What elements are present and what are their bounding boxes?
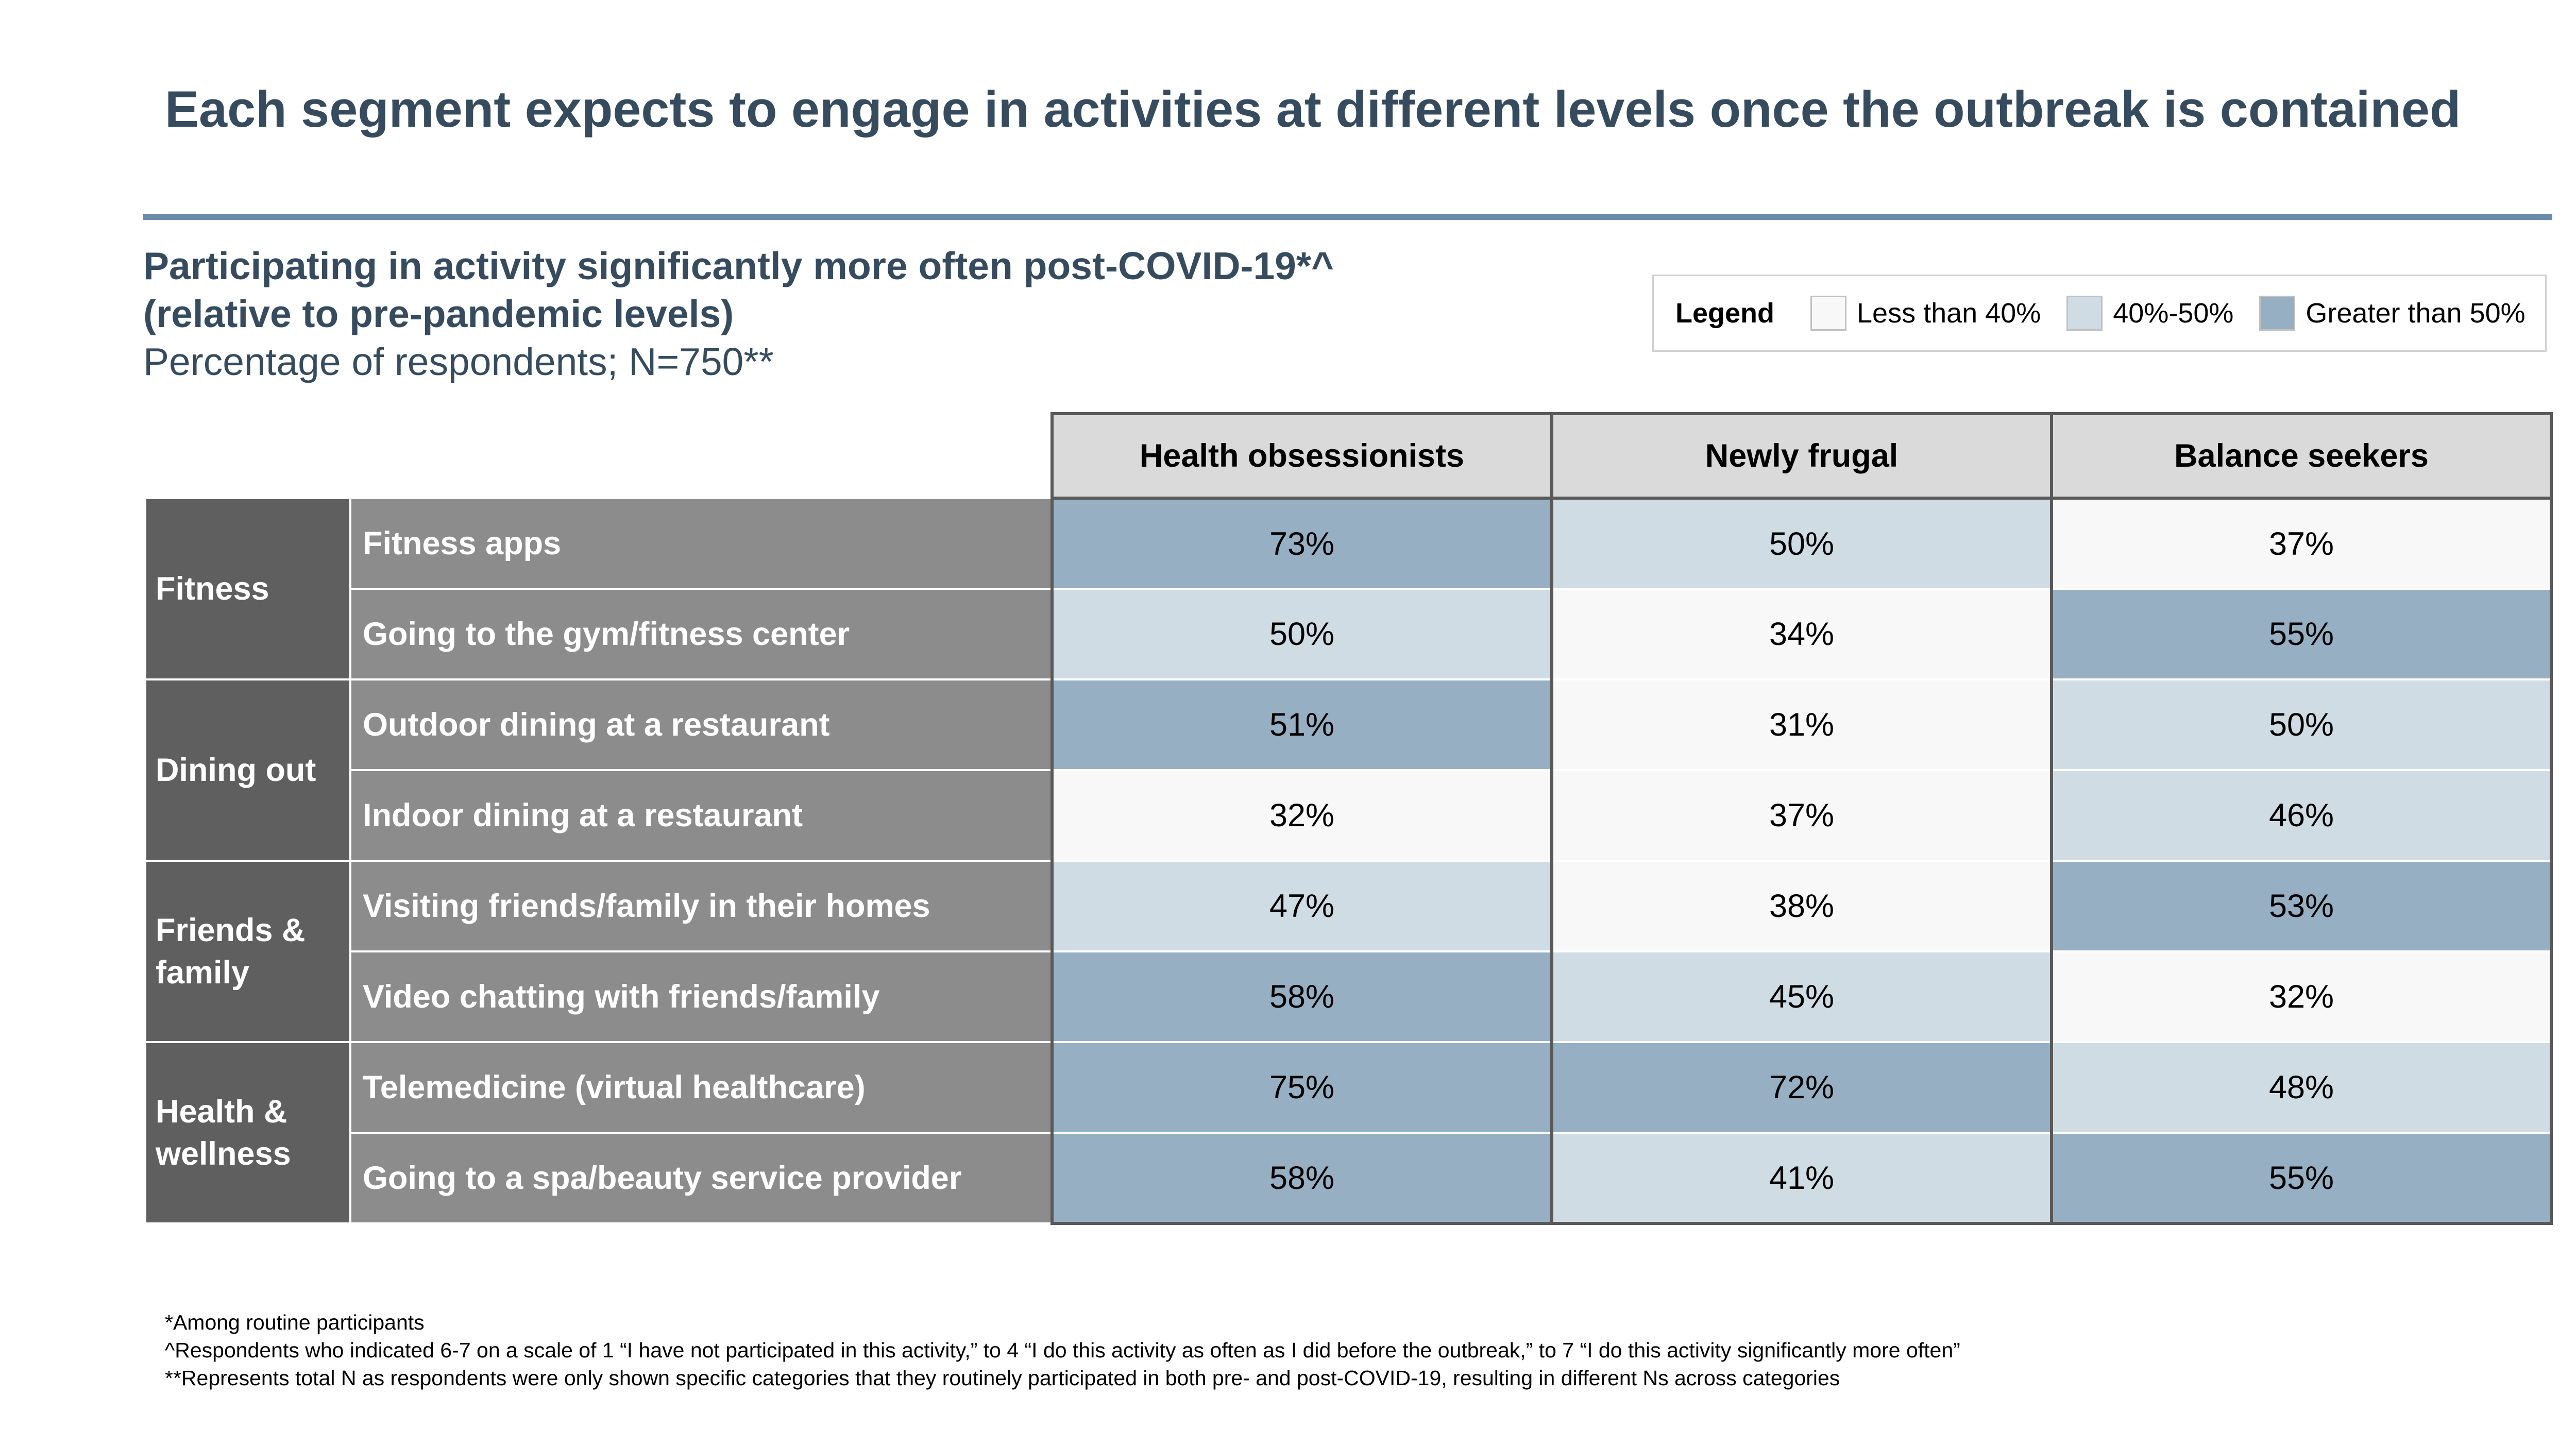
value-cell-balance-seekers: 50% [2050, 678, 2553, 771]
value-cell-balance-seekers: 48% [2050, 1041, 2553, 1134]
column-header-balance-seekers: Balance seekers [2050, 412, 2553, 500]
group-label: Fitness [144, 497, 351, 680]
footnote-2: ^Respondents who indicated 6-7 on a scal… [165, 1338, 1960, 1362]
table-row: Health & wellness Telemedicine (virtual h… [144, 1041, 2553, 1224]
table-row: Dining out Outdoor dining at a restaurant… [144, 678, 2553, 862]
value-cell-health-obsessionists: 50% [1050, 588, 1553, 680]
footnotes: *Among routine participants ^Respondents… [165, 1308, 1960, 1392]
footnote-1: *Among routine participants [165, 1310, 425, 1334]
activity-label: Visiting friends/family in their homes [349, 860, 1053, 952]
subtitle-line-2: (relative to pre-pandemic levels) [143, 292, 734, 335]
value-cell-balance-seekers: 53% [2050, 860, 2553, 952]
activity-label: Fitness apps [349, 497, 1053, 590]
legend-label-high: Greater than 50% [2306, 298, 2526, 329]
value-cell-newly-frugal: 50% [1550, 497, 2053, 590]
table-row: Going to the gym/fitness center 50% 34% 55% [145, 588, 2553, 680]
legend-title: Legend [1675, 298, 1775, 329]
column-header-newly-frugal: Newly frugal [1550, 412, 2053, 500]
value-cell-newly-frugal: 45% [1550, 950, 2053, 1043]
value-cell-balance-seekers: 37% [2050, 497, 2553, 590]
value-cell-health-obsessionists: 51% [1050, 678, 1553, 771]
table-row: Friends & family Visiting friends/family … [144, 860, 2553, 1043]
group-label: Health & wellness [144, 1041, 351, 1224]
group-label: Dining out [144, 678, 351, 862]
value-cell-health-obsessionists: 47% [1050, 860, 1553, 952]
activity-label: Outdoor dining at a restaurant [349, 678, 1053, 771]
group-label: Friends & family [144, 860, 351, 1043]
title-divider [143, 214, 2552, 220]
activity-label: Going to a spa/beauty service provider [349, 1132, 1053, 1224]
activity-label: Telemedicine (virtual healthcare) [349, 1041, 1053, 1134]
subtitle-line-3: Percentage of respondents; N=750** [143, 340, 774, 383]
value-cell-health-obsessionists: 32% [1050, 769, 1553, 862]
table-row: Indoor dining at a restaurant 32% 37% 46% [145, 769, 2553, 862]
legend-swatch-high [2259, 296, 2296, 331]
header-blank-cell [145, 414, 1052, 498]
legend-label-mid: 40%-50% [2113, 298, 2234, 329]
value-cell-health-obsessionists: 73% [1050, 497, 1553, 590]
table-row: Fitness Fitness apps 73% 50% 37% [144, 497, 2553, 680]
legend-swatch-low [1810, 296, 1847, 331]
value-cell-newly-frugal: 72% [1550, 1041, 2053, 1134]
legend: Legend Less than 40% 40%-50% Greater tha… [1652, 275, 2547, 352]
value-cell-health-obsessionists: 75% [1050, 1041, 1553, 1134]
page-title: Each segment expects to engage in activi… [165, 80, 2461, 138]
value-cell-balance-seekers: 32% [2050, 950, 2553, 1043]
activity-label: Going to the gym/fitness center [349, 588, 1053, 680]
legend-label-low: Less than 40% [1857, 298, 2041, 329]
footnote-3: **Represents total N as respondents were… [165, 1366, 1840, 1390]
value-cell-newly-frugal: 41% [1550, 1132, 2053, 1225]
value-cell-balance-seekers: 55% [2050, 588, 2553, 680]
activity-label: Indoor dining at a restaurant [349, 769, 1053, 862]
value-cell-balance-seekers: 46% [2050, 769, 2553, 862]
column-header-health-obsessionists: Health obsessionists [1050, 412, 1553, 500]
activity-label: Video chatting with friends/family [349, 950, 1053, 1043]
value-cell-balance-seekers: 55% [2050, 1132, 2553, 1225]
table-row: Going to a spa/beauty service provider 58… [145, 1132, 2553, 1225]
value-cell-newly-frugal: 37% [1550, 769, 2053, 862]
value-cell-newly-frugal: 31% [1550, 678, 2053, 771]
legend-swatch-mid [2066, 296, 2103, 331]
subtitle-line-1: Participating in activity significantly … [143, 244, 1334, 287]
value-cell-health-obsessionists: 58% [1050, 1132, 1553, 1225]
table-row: Video chatting with friends/family 58% 45%… [145, 950, 2553, 1043]
value-cell-health-obsessionists: 58% [1050, 950, 1553, 1043]
heatmap-table: Health obsessionists Newly frugal Balanc… [144, 412, 2553, 1225]
chart-subtitle: Participating in activity significantly … [143, 242, 1334, 386]
value-cell-newly-frugal: 34% [1550, 588, 2053, 680]
table-body: Fitness Fitness apps 73% 50% 37% Going to the… [144, 497, 2553, 1225]
value-cell-newly-frugal: 38% [1550, 860, 2053, 952]
table-header-row: Health obsessionists Newly frugal Balanc… [145, 412, 2553, 500]
